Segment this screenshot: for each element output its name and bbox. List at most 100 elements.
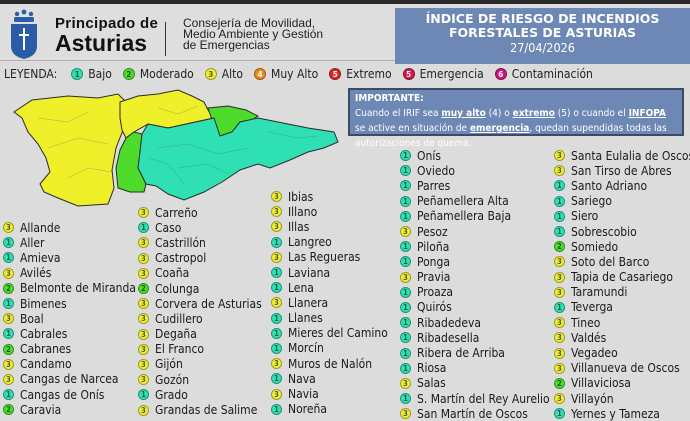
header-divider bbox=[165, 22, 166, 56]
risk-level-badge-icon: 3 bbox=[400, 271, 411, 283]
municipality-name: Caso bbox=[155, 220, 182, 235]
municipality-row: 1 Ribadedeva bbox=[400, 315, 550, 330]
map-zone-west-alto bbox=[13, 93, 127, 207]
municipality-row: 3 Villayón bbox=[554, 391, 690, 406]
risk-level-badge-icon: 1 bbox=[400, 347, 411, 359]
municipality-row: 3 Candamo bbox=[3, 357, 136, 372]
risk-level-badge-icon: 3 bbox=[138, 374, 149, 386]
risk-level-badge-icon: 3 bbox=[138, 328, 149, 340]
title-line1: ÍNDICE DE RIESGO DE INCENDIOS bbox=[425, 11, 660, 26]
level-badge-icon: 4 bbox=[254, 68, 267, 80]
risk-level-badge-icon: 3 bbox=[554, 165, 565, 177]
municipality-row: 1 Llanes bbox=[271, 311, 388, 326]
municipality-row: 3 Navia bbox=[271, 386, 388, 401]
municipality-name: Valdés bbox=[571, 330, 607, 345]
risk-level-badge-icon: 1 bbox=[400, 150, 411, 162]
risk-level-badge-icon: 2 bbox=[3, 404, 14, 416]
title-box: ÍNDICE DE RIESGO DE INCENDIOS FORESTALES… bbox=[395, 8, 690, 64]
legend-item-label: Contaminación bbox=[511, 67, 593, 81]
department-line: Medio Ambiente y Gestión bbox=[183, 27, 324, 41]
municipality-name: Onís bbox=[417, 148, 441, 163]
municipality-name: Tineo bbox=[571, 315, 601, 330]
municipality-name: Villanueva de Oscos bbox=[571, 361, 680, 376]
risk-level-badge-icon: 3 bbox=[554, 286, 565, 298]
risk-level-badge-icon: 3 bbox=[3, 358, 14, 370]
municipality-name: Nava bbox=[288, 371, 316, 386]
risk-level-badge-icon: 1 bbox=[400, 165, 411, 177]
risk-level-badge-icon: 1 bbox=[400, 195, 411, 207]
municipality-row: 1 Noreña bbox=[271, 402, 388, 417]
risk-level-badge-icon: 1 bbox=[554, 195, 565, 207]
municipality-row: 1 Siero bbox=[554, 209, 690, 224]
risk-level-badge-icon: 1 bbox=[271, 282, 282, 294]
notice-keyword: extremo bbox=[512, 108, 555, 119]
legend-item-contaminacion: 6 Contaminación bbox=[494, 67, 593, 81]
municipality-row: 1 Morcín bbox=[271, 341, 388, 356]
municipality-name: Piloña bbox=[417, 239, 450, 254]
municipality-name: Bimenes bbox=[20, 296, 67, 311]
header: Principado de Asturias Consejería de Mov… bbox=[0, 4, 690, 64]
municipality-name: S. Martín del Rey Aurelio bbox=[417, 391, 550, 406]
level-badge-icon: 2 bbox=[122, 68, 135, 80]
legend-item-emergencia: 5 Emergencia bbox=[402, 67, 484, 81]
municipality-row: 3 Ibias bbox=[271, 189, 388, 204]
risk-level-badge-icon: 3 bbox=[400, 226, 411, 238]
risk-level-badge-icon: 3 bbox=[138, 358, 149, 370]
municipality-column-4: 1 Onís 1 Oviedo 1 Parres 1 Peñamellera Alta 1 Peñ… bbox=[400, 148, 550, 421]
municipality-row: 1 Laviana bbox=[271, 265, 388, 280]
risk-level-badge-icon: 1 bbox=[400, 256, 411, 268]
municipality-row: 3 Villanueva de Oscos bbox=[554, 361, 690, 376]
municipality-name: Lena bbox=[288, 280, 314, 295]
municipality-name: Pravia bbox=[417, 270, 451, 285]
notice-keyword: muy alto bbox=[441, 108, 486, 119]
municipality-name: Morcín bbox=[288, 341, 324, 356]
municipality-name: Colunga bbox=[155, 281, 200, 296]
municipality-row: 1 Aller bbox=[3, 235, 136, 250]
notice-text-part: (5) o cuando el bbox=[554, 108, 629, 119]
municipality-row: 1 Grado bbox=[138, 387, 262, 402]
municipality-name: Amieva bbox=[20, 250, 61, 265]
risk-level-badge-icon: 1 bbox=[138, 389, 149, 401]
municipality-row: 1 Quirós bbox=[400, 300, 550, 315]
municipality-name: Somiedo bbox=[571, 239, 619, 254]
municipality-row: 3 Muros de Nalón bbox=[271, 356, 388, 371]
notice-text-part: Cuando el IRIF sea bbox=[355, 108, 442, 119]
municipality-name: Cudillero bbox=[155, 311, 203, 326]
municipality-row: 3 Illano bbox=[271, 204, 388, 219]
municipality-row: 1 Yernes y Tameza bbox=[554, 406, 690, 421]
municipality-row: 3 Taramundi bbox=[554, 285, 690, 300]
notice-heading: IMPORTANTE: bbox=[355, 93, 424, 104]
municipality-name: Parres bbox=[417, 178, 451, 193]
risk-level-badge-icon: 1 bbox=[554, 180, 565, 192]
risk-level-badge-icon: 1 bbox=[138, 222, 149, 234]
municipality-name: Gijón bbox=[155, 357, 183, 372]
risk-level-badge-icon: 1 bbox=[400, 180, 411, 192]
municipality-name: Degaña bbox=[155, 327, 197, 342]
municipality-name: Ibias bbox=[288, 189, 314, 204]
municipality-row: 3 Santa Eulalia de Oscos bbox=[554, 148, 690, 163]
risk-level-badge-icon: 1 bbox=[271, 236, 282, 248]
municipality-row: 1 Riosa bbox=[400, 361, 550, 376]
municipality-name: Navia bbox=[288, 387, 319, 402]
municipality-name: Teverga bbox=[571, 300, 613, 315]
risk-level-badge-icon: 3 bbox=[271, 251, 282, 263]
municipality-row: 3 Llanera bbox=[271, 295, 388, 310]
municipality-name: Mieres del Camino bbox=[288, 326, 388, 341]
legend-item-label: Alto bbox=[221, 67, 244, 81]
municipality-name: Aller bbox=[20, 235, 45, 250]
important-notice: IMPORTANTE: Cuando el IRIF sea muy alto … bbox=[348, 88, 684, 149]
risk-level-badge-icon: 3 bbox=[271, 388, 282, 400]
risk-level-badge-icon: 2 bbox=[3, 282, 14, 294]
municipality-name: Taramundi bbox=[571, 285, 628, 300]
municipality-row: 3 El Franco bbox=[138, 342, 262, 357]
municipality-row: 1 Cabrales bbox=[3, 326, 136, 341]
municipality-name: Caravia bbox=[20, 402, 62, 417]
municipality-name: Cangas de Onís bbox=[20, 387, 105, 402]
risk-level-badge-icon: 3 bbox=[271, 191, 282, 203]
municipality-row: 3 Gijón bbox=[138, 357, 262, 372]
municipality-row: 1 Peñamellera Baja bbox=[400, 209, 550, 224]
legend-item-label: Bajo bbox=[88, 67, 112, 81]
municipality-column-1: 3 Allande 1 Aller 1 Amieva 3 Avilés 2 Belmonte de… bbox=[3, 220, 136, 417]
risk-level-badge-icon: 3 bbox=[3, 267, 14, 279]
municipality-row: 3 Valdés bbox=[554, 330, 690, 345]
